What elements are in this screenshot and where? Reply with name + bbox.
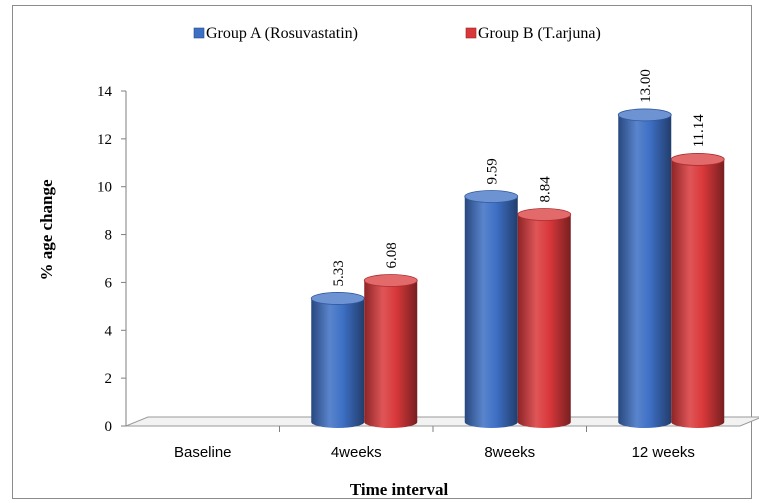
y-tick-label: 10 [97, 180, 112, 196]
data-label: 8.84 [537, 176, 553, 203]
legend-label: Group B (T.arjuna) [478, 25, 601, 42]
y-tick-label: 0 [105, 419, 113, 435]
y-tick-label: 2 [105, 371, 113, 387]
legend-swatch [193, 27, 205, 39]
x-axis-label: Time interval [350, 480, 449, 499]
bar-group-b-2 [517, 208, 572, 428]
data-label: 6.08 [384, 242, 400, 268]
y-tick-label: 14 [97, 84, 113, 100]
bar-group-b-1 [363, 274, 418, 428]
data-label: 5.33 [331, 260, 347, 286]
x-tick-label: Baseline [174, 444, 232, 461]
legend: Group A (Rosuvastatin) Group B (T.arjuna) [193, 25, 601, 42]
chart-axes: 0 2 4 6 8 10 12 14 Baseline 4weeks 8weeks 12 weeks [97, 84, 695, 461]
data-label: 11.14 [691, 114, 707, 148]
y-tick-label: 8 [105, 228, 113, 244]
x-tick-label: 4weeks [331, 444, 382, 461]
x-tick-label: 8weeks [484, 444, 535, 461]
bar-group-a-3 [617, 108, 672, 428]
x-tick-label: 12 weeks [632, 444, 695, 461]
y-tick-label: 4 [105, 323, 113, 339]
y-tick-label: 6 [105, 275, 113, 291]
legend-label: Group A (Rosuvastatin) [206, 25, 358, 42]
data-label: 9.59 [484, 158, 500, 184]
bar-group-a-1 [310, 292, 365, 428]
bar-group-b-3 [670, 153, 725, 428]
bar-group-a-2 [464, 190, 519, 428]
data-label-layer: 5.33 6.08 9.59 8.84 13.00 11.14 [331, 69, 707, 286]
bar-layer [310, 108, 725, 428]
data-label: 13.00 [638, 69, 654, 103]
y-axis-label: % age change [37, 179, 56, 281]
legend-swatch [465, 27, 477, 39]
y-tick-label: 12 [97, 132, 112, 148]
